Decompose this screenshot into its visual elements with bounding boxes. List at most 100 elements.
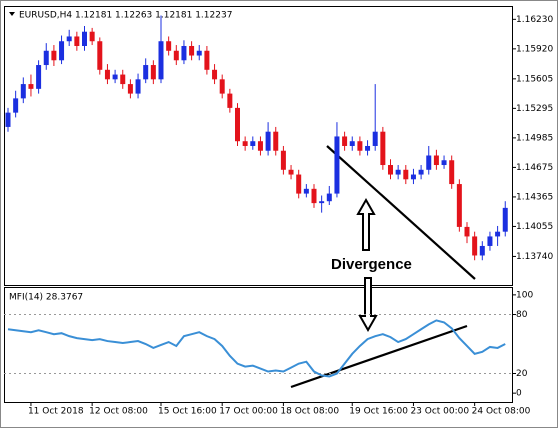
candle-body	[13, 98, 19, 113]
candle-body	[189, 45, 195, 56]
candle-body	[334, 136, 340, 194]
candle-body	[326, 193, 332, 202]
candle-body	[235, 107, 240, 142]
candle-body	[51, 50, 57, 61]
candle-body	[464, 226, 470, 237]
y-tick-label: 1.14985	[516, 133, 553, 143]
main-panel	[4, 6, 513, 286]
candle-body	[242, 141, 248, 146]
menu-triangle	[9, 12, 15, 16]
candle-body	[66, 36, 72, 42]
candle-body	[303, 188, 309, 194]
candle-body	[410, 174, 416, 180]
y-tick-label: 1.14365	[516, 192, 553, 202]
candle-body	[495, 231, 501, 237]
up-arrow	[356, 197, 376, 251]
candle-body	[166, 41, 172, 51]
candle-body	[127, 84, 133, 94]
candle-body	[487, 236, 493, 246]
candle-body	[112, 74, 118, 80]
candle-body	[365, 145, 371, 151]
x-tick-label: 12 Oct 08:00	[89, 407, 148, 417]
x-tick-label: 17 Oct 00:00	[219, 407, 278, 417]
candle-body	[456, 184, 462, 227]
y-tick-label: 1.14055	[516, 222, 553, 232]
candle-body	[104, 69, 110, 80]
candle-body	[357, 141, 363, 151]
candle-body	[426, 155, 432, 170]
y-tick-label: 1.15295	[516, 104, 553, 114]
candle-body	[204, 50, 210, 70]
candle-body	[36, 65, 42, 89]
candle-body	[502, 207, 508, 232]
candle-body	[319, 201, 325, 204]
x-tick-label: 23 Oct 00:00	[410, 407, 469, 417]
candle-body	[349, 141, 355, 146]
candle-body	[433, 155, 439, 166]
x-tick-label: 24 Oct 08:00	[472, 407, 531, 417]
candle-body	[196, 50, 202, 56]
y-tick-label: 20	[516, 369, 528, 379]
candle-body	[311, 188, 317, 204]
candle-body	[418, 169, 424, 175]
candle-body	[342, 136, 348, 146]
candle-body	[403, 169, 409, 180]
candle-body	[5, 112, 11, 127]
candle-body	[120, 74, 126, 85]
candle-body	[28, 84, 34, 89]
candle-body	[143, 65, 149, 80]
chart-title: EURUSD,H4 1.12181 1.12263 1.12181 1.1223…	[19, 11, 232, 21]
candle-body	[280, 150, 286, 170]
candle-body	[135, 79, 141, 94]
candle-body	[150, 65, 156, 80]
candle-body	[181, 45, 187, 61]
trend-line	[326, 145, 476, 280]
candle-body	[388, 165, 393, 175]
y-tick-label: 0	[516, 389, 522, 399]
y-tick-label: 1.14675	[516, 163, 553, 173]
candle-body	[219, 79, 225, 94]
candle-body	[479, 245, 485, 256]
candle-body	[257, 141, 263, 151]
y-tick-label: 100	[516, 290, 533, 300]
candle-body	[250, 141, 256, 146]
candle-body	[97, 41, 103, 70]
candle-body	[74, 36, 80, 46]
trend-line	[290, 324, 468, 389]
mfi-panel	[4, 287, 513, 403]
candle-body	[89, 31, 95, 42]
candle-body	[212, 69, 218, 80]
mfi-title: MFI(14) 28.3767	[9, 293, 83, 303]
candle-body	[372, 131, 378, 146]
x-tick-label: 18 Oct 08:00	[280, 407, 339, 417]
candle-body	[43, 50, 49, 66]
y-tick-label: 80	[516, 310, 528, 320]
y-tick-label: 1.15920	[516, 44, 553, 54]
candle-body	[82, 31, 87, 46]
candle-body	[173, 50, 179, 61]
annotation: Divergence	[331, 256, 412, 273]
x-tick-label: 19 Oct 16:00	[349, 407, 408, 417]
candle-body	[288, 169, 294, 175]
candle-body	[441, 160, 447, 166]
candle-body	[472, 236, 478, 256]
x-tick-label: 11 Oct 2018	[28, 407, 84, 417]
candle-body	[273, 131, 279, 151]
y-tick-label: 1.15605	[516, 74, 553, 84]
candle-body	[158, 41, 164, 80]
candle-body	[395, 169, 401, 175]
candle-body	[20, 84, 26, 99]
candle-body	[296, 174, 302, 194]
mfi-line	[7, 319, 506, 378]
candle-body	[59, 41, 65, 61]
x-tick-label: 15 Oct 16:00	[158, 407, 217, 417]
candle-body	[380, 131, 386, 166]
candle-body	[265, 131, 271, 151]
y-tick-label: 1.13740	[516, 252, 553, 262]
y-tick-label: 1.16230	[516, 15, 553, 25]
down-arrow	[358, 277, 378, 333]
candle-body	[449, 160, 455, 185]
candle-body	[227, 93, 233, 108]
